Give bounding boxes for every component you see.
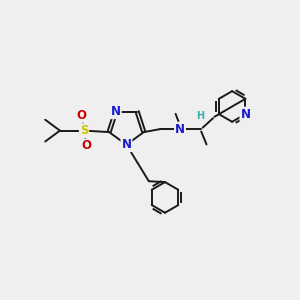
Text: H: H (196, 111, 205, 121)
Text: O: O (81, 140, 92, 152)
Text: N: N (122, 138, 131, 151)
Text: N: N (240, 108, 250, 121)
Text: N: N (111, 105, 121, 118)
Text: S: S (80, 124, 88, 137)
Text: N: N (175, 123, 185, 136)
Text: O: O (77, 109, 87, 122)
